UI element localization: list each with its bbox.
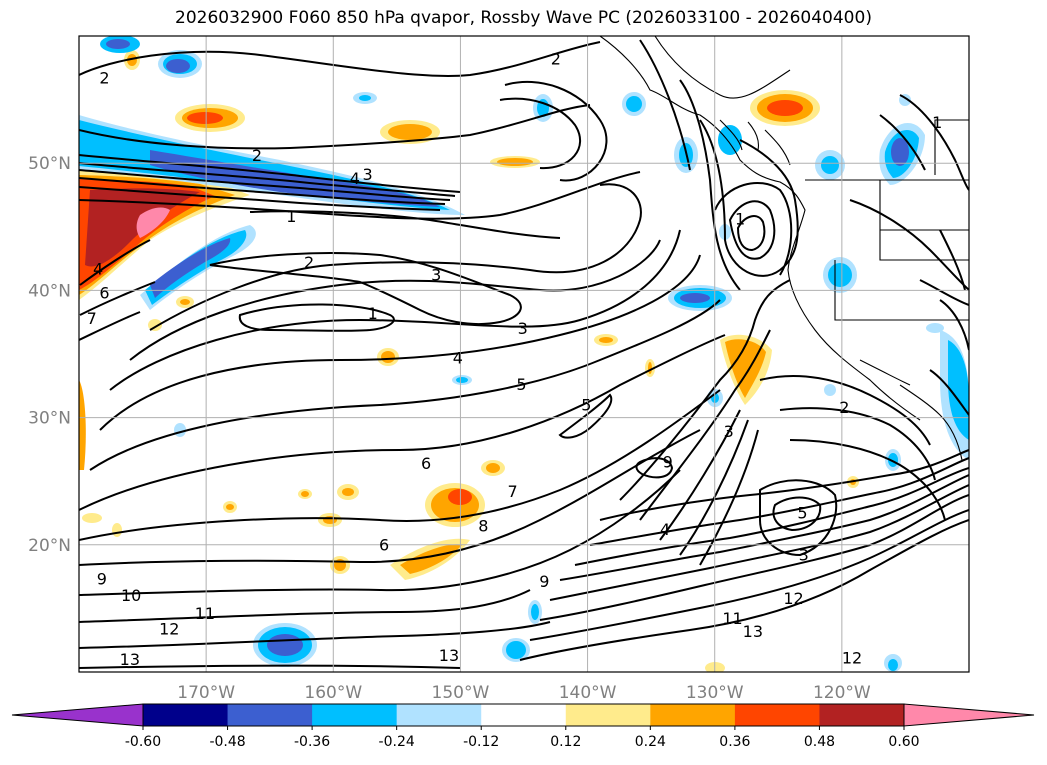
contour-label: 4 xyxy=(93,259,103,278)
contour-label: 2 xyxy=(304,253,314,272)
colorbar-tick-label: -0.24 xyxy=(379,734,415,750)
colorbar-tick-label: -0.48 xyxy=(209,734,245,750)
lon-tick-label: 170°W xyxy=(177,683,235,703)
lon-tick-label: 120°W xyxy=(813,683,871,703)
contour-label: 6 xyxy=(421,454,431,473)
lon-tick-labels: 170°W 160°W 150°W 140°W 130°W 120°W xyxy=(177,683,871,703)
contour-label: 1 xyxy=(368,304,378,323)
colorbar-tick-label: 0.24 xyxy=(635,734,666,750)
contour-label: 4 xyxy=(350,169,360,188)
colorbar-tick-label: -0.36 xyxy=(294,734,330,750)
contour-label: 3 xyxy=(799,546,809,565)
contour-label: 9 xyxy=(97,570,107,589)
colorbar-tick-label: 0.12 xyxy=(550,734,581,750)
contour-label: 3 xyxy=(518,319,528,338)
contour-label: 13 xyxy=(743,622,763,641)
contour-label: 2 xyxy=(551,49,561,68)
contour-label: 12 xyxy=(783,589,803,608)
colorbar-segment xyxy=(565,704,651,726)
colorbar-tick-label: -0.60 xyxy=(125,734,161,750)
map-title: 2026032900 F060 850 hPa qvapor, Rossby W… xyxy=(175,8,872,28)
contour-label: 13 xyxy=(439,646,459,665)
lon-tick-label: 130°W xyxy=(686,683,744,703)
colorbar-segment xyxy=(396,704,482,726)
colorbar-segment xyxy=(227,704,313,726)
contour-label: 11 xyxy=(722,609,742,628)
colorbar-outline xyxy=(142,703,905,727)
contour-label: 3 xyxy=(363,165,373,184)
qvapor-shading xyxy=(79,36,969,672)
colorbar-tick-label: 0.36 xyxy=(719,734,750,750)
contour-label: 4 xyxy=(660,520,670,539)
contour-label: 8 xyxy=(478,516,488,535)
colorbar-segment xyxy=(312,704,398,726)
contour-label: 6 xyxy=(99,283,109,302)
colorbar-tick-label: -0.12 xyxy=(463,734,499,750)
contour-label: 11 xyxy=(195,604,215,623)
colorbar-extend-min xyxy=(11,703,144,727)
lat-tick-label: 30°N xyxy=(28,409,71,429)
colorbar-segment xyxy=(481,704,567,726)
lon-tick-label: 140°W xyxy=(559,683,617,703)
contour-label: 12 xyxy=(159,619,179,638)
map-frame xyxy=(78,35,970,673)
contour-label: 2 xyxy=(99,69,109,88)
colorbar-segment xyxy=(650,704,736,726)
contour-label: 2 xyxy=(839,398,849,417)
contour-label: 1 xyxy=(735,210,745,229)
contour-label: 3 xyxy=(431,266,441,285)
lat-tick-label: 20°N xyxy=(28,536,71,556)
contour-label: 7 xyxy=(507,482,517,501)
contour-label: 7 xyxy=(87,309,97,328)
lat-tick-label: 40°N xyxy=(28,281,71,301)
contour-label: 9 xyxy=(663,453,673,472)
contour-label: 5 xyxy=(516,375,526,394)
contour-label: 3 xyxy=(724,422,734,441)
contour-label: 6 xyxy=(379,535,389,554)
colorbar-segment xyxy=(143,704,229,726)
colorbar-segment xyxy=(734,704,820,726)
colorbar-tick-label: 0.48 xyxy=(804,734,835,750)
colorbar-tick-label: 0.60 xyxy=(888,734,919,750)
lon-tick-label: 160°W xyxy=(304,683,362,703)
contour-label: 12 xyxy=(842,649,862,668)
contour-label: 1 xyxy=(932,113,942,132)
contour-label: 13 xyxy=(120,650,140,669)
contour-label: 5 xyxy=(797,504,807,523)
graticule xyxy=(79,36,969,672)
lat-tick-labels: 50°N 40°N 30°N 20°N xyxy=(28,154,71,556)
contour-label: 2 xyxy=(252,146,262,165)
contour-label: 1 xyxy=(286,207,296,226)
contour-label: 4 xyxy=(453,348,463,367)
contour-lines xyxy=(79,39,969,669)
contour-label: 10 xyxy=(121,586,141,605)
colorbar: -0.60 -0.48 -0.36 -0.24 -0.12 0.12 0.24 0.36 0.4… xyxy=(11,703,1035,750)
colorbar-segment xyxy=(819,704,905,726)
contour-label: 9 xyxy=(539,572,549,591)
colorbar-extend-max xyxy=(903,703,1035,727)
lon-tick-label: 150°W xyxy=(432,683,490,703)
contour-label: 5 xyxy=(581,395,591,414)
lat-tick-label: 50°N xyxy=(28,154,71,174)
